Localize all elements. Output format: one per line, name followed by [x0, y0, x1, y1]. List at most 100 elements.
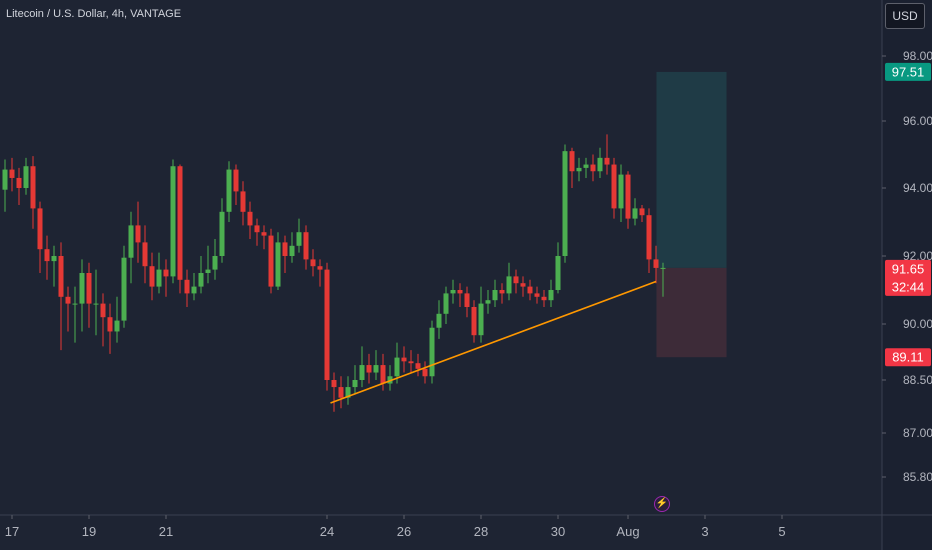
candle	[37, 201, 43, 273]
candle	[590, 154, 596, 182]
candle-body	[205, 269, 211, 273]
candle-body	[436, 313, 442, 328]
candle-body	[142, 242, 148, 267]
candle-body	[79, 273, 85, 304]
trendline	[330, 280, 657, 404]
candle	[51, 245, 57, 287]
candle	[639, 205, 645, 222]
candle-body	[44, 249, 50, 262]
candle	[79, 259, 85, 332]
candle	[254, 218, 260, 246]
candle-body	[254, 225, 260, 233]
candle	[226, 161, 232, 222]
candle-body	[240, 191, 246, 212]
candle-body	[457, 290, 463, 294]
candle-body	[331, 380, 337, 388]
candle	[247, 201, 253, 239]
candle	[520, 276, 526, 297]
candle	[317, 259, 323, 287]
candle	[513, 269, 519, 294]
candle	[415, 353, 421, 377]
currency-button[interactable]: USD	[885, 3, 925, 29]
candle-body	[268, 235, 274, 287]
x-tick-label: 21	[159, 524, 173, 539]
candle-body	[660, 267, 666, 269]
candle-body	[93, 303, 99, 305]
candle-body	[275, 242, 281, 287]
candle	[114, 296, 120, 343]
x-tick-label: 30	[551, 524, 565, 539]
candle-body	[317, 266, 323, 270]
candle	[373, 350, 379, 380]
target-zone	[656, 71, 727, 268]
stop-price-label-text: 89.11	[892, 350, 924, 365]
candle	[72, 286, 78, 343]
candle	[275, 232, 281, 290]
x-tick-label: 3	[701, 524, 708, 539]
candle-body	[576, 167, 582, 172]
candle	[359, 346, 365, 388]
candle-body	[548, 290, 554, 301]
candle	[184, 269, 190, 307]
candle-body	[114, 320, 120, 332]
candle-body	[58, 256, 64, 297]
x-tick-label: 5	[778, 524, 785, 539]
candle-body	[499, 290, 505, 294]
candle	[366, 353, 372, 384]
y-tick-label: 94.00	[903, 181, 932, 195]
candle-body	[65, 296, 71, 304]
candle-body	[247, 211, 253, 226]
x-tick-label: 17	[5, 524, 19, 539]
candle	[191, 273, 197, 301]
candle	[464, 286, 470, 318]
candle-body	[212, 256, 218, 270]
candle	[387, 365, 393, 391]
candle-body	[198, 273, 204, 287]
candle	[198, 256, 204, 294]
candle	[205, 245, 211, 284]
candle	[219, 198, 225, 263]
candle	[478, 286, 484, 343]
candle	[625, 171, 631, 229]
candle	[485, 290, 491, 314]
candle-body	[583, 164, 589, 168]
candle	[534, 286, 540, 304]
candle-body	[401, 357, 407, 362]
candle-body	[618, 174, 624, 209]
candle-body	[520, 283, 526, 287]
candle	[401, 346, 407, 373]
candle-body	[485, 300, 491, 304]
target-price-label-bg	[885, 62, 931, 81]
x-tick-label: 28	[474, 524, 488, 539]
candle-body	[569, 151, 575, 172]
candle	[23, 157, 29, 195]
lightning-icon[interactable]: ⚡	[654, 496, 670, 512]
candle-body	[394, 357, 400, 377]
candle	[604, 134, 610, 175]
candle	[422, 361, 428, 384]
candle	[408, 350, 414, 373]
candle	[352, 365, 358, 395]
candle-body	[464, 293, 470, 307]
candle	[135, 201, 141, 263]
candle-body	[219, 211, 225, 256]
candle-body	[562, 151, 568, 256]
candle-body	[100, 303, 106, 318]
candle	[611, 157, 617, 219]
candle-body	[226, 169, 232, 212]
candle-body	[492, 290, 498, 301]
candle-body	[527, 286, 533, 294]
candle	[499, 283, 505, 304]
candle-body	[429, 327, 435, 377]
candle-body	[625, 174, 631, 219]
trendline-layer	[330, 280, 657, 404]
candle	[394, 342, 400, 384]
candle-body	[9, 169, 15, 178]
candle	[576, 157, 582, 182]
candle	[296, 218, 302, 253]
candle	[303, 225, 309, 270]
candle-body	[478, 303, 484, 336]
candle-body	[513, 276, 519, 284]
